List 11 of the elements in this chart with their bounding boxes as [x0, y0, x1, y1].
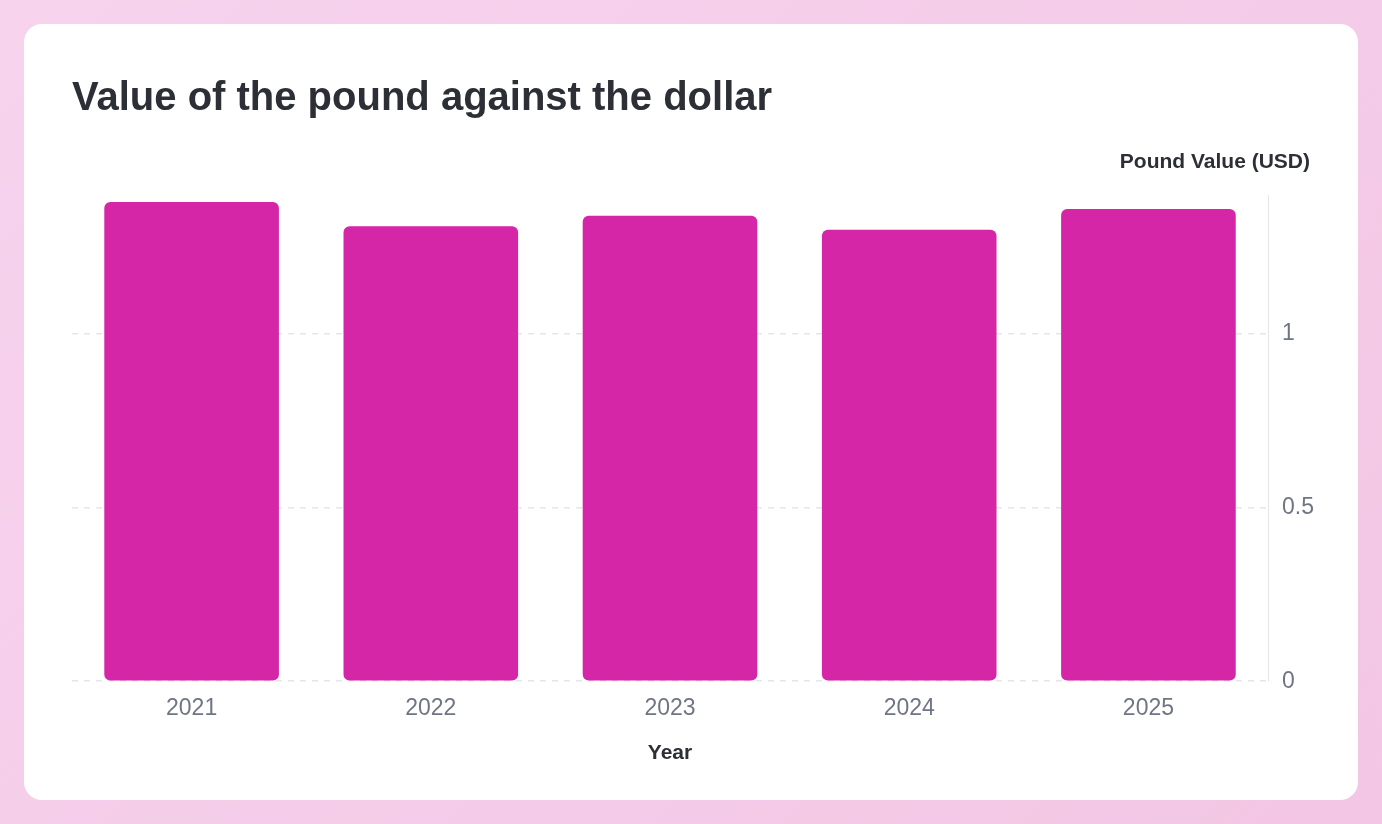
x-tick-label: 2023: [644, 694, 696, 721]
y-tick-label: 1: [1282, 319, 1295, 346]
x-tick-label: 2022: [405, 694, 457, 721]
x-tick-label: 2021: [166, 694, 218, 721]
x-axis-title: Year: [647, 740, 693, 764]
y-axis-title: Pound Value (USD): [1119, 149, 1310, 172]
x-tick-label: 2024: [883, 694, 936, 721]
x-tick-label: 2025: [1122, 694, 1175, 721]
chart-title: Value of the pound against the dollar: [72, 74, 773, 119]
y-tick-label: 0.5: [1282, 492, 1315, 519]
y-tick-label: 0: [1282, 666, 1295, 693]
